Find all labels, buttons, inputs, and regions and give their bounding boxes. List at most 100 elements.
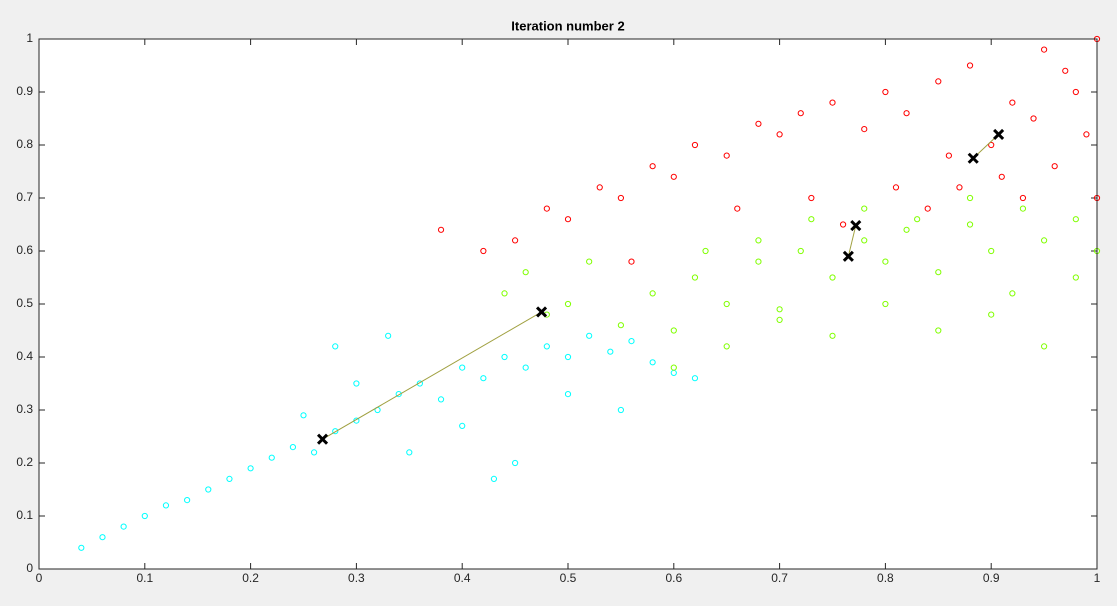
point — [723, 152, 730, 159]
point — [501, 290, 508, 297]
point — [1072, 274, 1079, 281]
point — [522, 364, 529, 371]
point — [617, 322, 625, 329]
point — [385, 332, 392, 339]
point — [829, 99, 836, 106]
y-tick-label: 0.3 — [16, 402, 33, 416]
plot-area — [39, 39, 1097, 569]
point — [564, 216, 572, 223]
point — [586, 332, 593, 339]
point — [512, 237, 519, 244]
point — [839, 221, 847, 228]
centroid-marker — [535, 306, 548, 318]
centroid-marker — [850, 219, 862, 232]
centroid-marker — [842, 250, 854, 262]
point — [1072, 88, 1079, 96]
point — [935, 327, 942, 334]
point — [617, 406, 625, 414]
point — [882, 258, 889, 265]
point — [776, 131, 783, 138]
point — [734, 205, 741, 212]
y-tick-label: 0.2 — [16, 455, 33, 469]
point — [459, 422, 466, 429]
point — [829, 332, 836, 339]
point — [247, 465, 254, 472]
x-tick-label: 1 — [1094, 571, 1101, 585]
point — [617, 194, 625, 202]
point — [437, 396, 445, 403]
point — [226, 475, 233, 482]
point — [543, 343, 550, 350]
x-tick-label: 0.8 — [877, 571, 894, 585]
point — [406, 449, 413, 456]
x-tick-label: 0.7 — [771, 571, 788, 585]
point — [268, 454, 275, 461]
point — [596, 184, 603, 191]
point — [564, 300, 572, 308]
point — [924, 205, 931, 212]
point — [607, 348, 614, 355]
point — [861, 126, 868, 133]
point — [808, 194, 815, 202]
point — [1041, 46, 1048, 53]
point — [988, 247, 995, 255]
point — [300, 412, 307, 419]
point — [903, 226, 910, 233]
point — [78, 544, 85, 551]
point — [1019, 205, 1027, 212]
point — [670, 364, 677, 371]
point — [332, 343, 339, 350]
point — [691, 141, 699, 149]
point — [755, 258, 762, 265]
point — [755, 237, 762, 244]
point — [628, 338, 635, 345]
point — [99, 534, 106, 541]
point — [512, 459, 519, 467]
point — [649, 163, 656, 170]
point — [966, 194, 974, 202]
y-tick-label: 0.6 — [16, 243, 33, 257]
point — [829, 274, 836, 281]
point — [416, 380, 423, 387]
point — [459, 364, 466, 371]
point — [586, 258, 593, 265]
chart-title: Iteration number 2 — [511, 18, 624, 33]
point — [988, 311, 995, 318]
x-tick-label: 0.2 — [242, 571, 259, 585]
point — [480, 247, 487, 255]
point — [184, 497, 191, 504]
point — [882, 88, 889, 96]
point — [1062, 67, 1069, 74]
point — [670, 173, 677, 180]
point — [628, 258, 635, 265]
point — [1009, 290, 1016, 297]
point — [882, 300, 889, 308]
point — [797, 110, 804, 117]
point — [332, 428, 339, 435]
point — [289, 444, 297, 451]
point — [649, 290, 656, 297]
point — [903, 110, 910, 117]
point — [395, 391, 402, 398]
y-tick-label: 0.9 — [16, 84, 33, 98]
centroid-marker — [967, 152, 979, 164]
y-tick-label: 1 — [26, 31, 33, 45]
point — [861, 237, 868, 244]
point — [141, 512, 148, 520]
point — [1019, 194, 1027, 202]
x-tick-label: 0.3 — [348, 571, 365, 585]
point — [205, 486, 212, 493]
y-tick-label: 0.4 — [16, 349, 33, 363]
point — [564, 391, 572, 398]
point — [914, 216, 921, 223]
point — [490, 475, 498, 482]
point — [691, 274, 699, 281]
point — [808, 216, 815, 223]
centroid-path — [322, 311, 542, 440]
point — [935, 269, 942, 276]
y-tick-label: 0.1 — [16, 508, 33, 522]
point — [723, 343, 730, 350]
x-tick-label: 0.5 — [560, 571, 577, 585]
